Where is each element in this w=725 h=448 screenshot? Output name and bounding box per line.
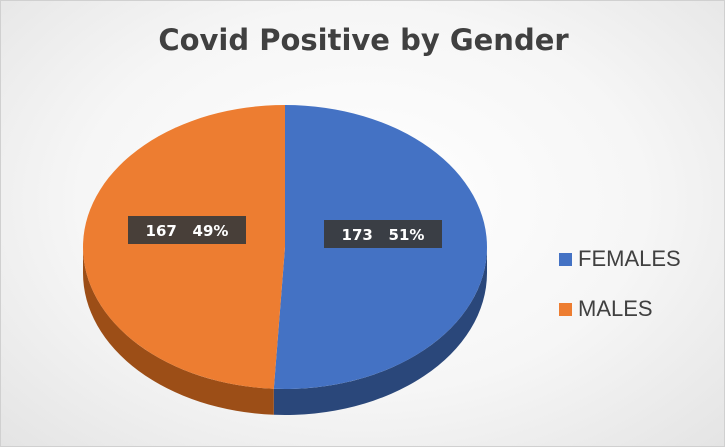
pie-side-females — [273, 247, 487, 415]
legend-label-males: MALES — [578, 296, 653, 321]
legend-swatch-females — [559, 252, 572, 266]
data-label-males: 167 49% — [146, 222, 229, 240]
data-label-box-males — [128, 216, 246, 244]
data-label-box-females — [324, 220, 442, 248]
pie-side-males — [83, 247, 274, 415]
legend-item-females: FEMALES — [559, 245, 681, 273]
data-label-females: 173 51% — [342, 226, 425, 244]
chart-title: Covid Positive by Gender — [158, 23, 569, 57]
legend-item-males: MALES — [559, 295, 681, 323]
legend: FEMALES MALES — [559, 245, 681, 345]
pie-slice-males — [83, 104, 286, 389]
legend-swatch-males — [559, 302, 572, 316]
legend-label-females: FEMALES — [578, 246, 681, 271]
